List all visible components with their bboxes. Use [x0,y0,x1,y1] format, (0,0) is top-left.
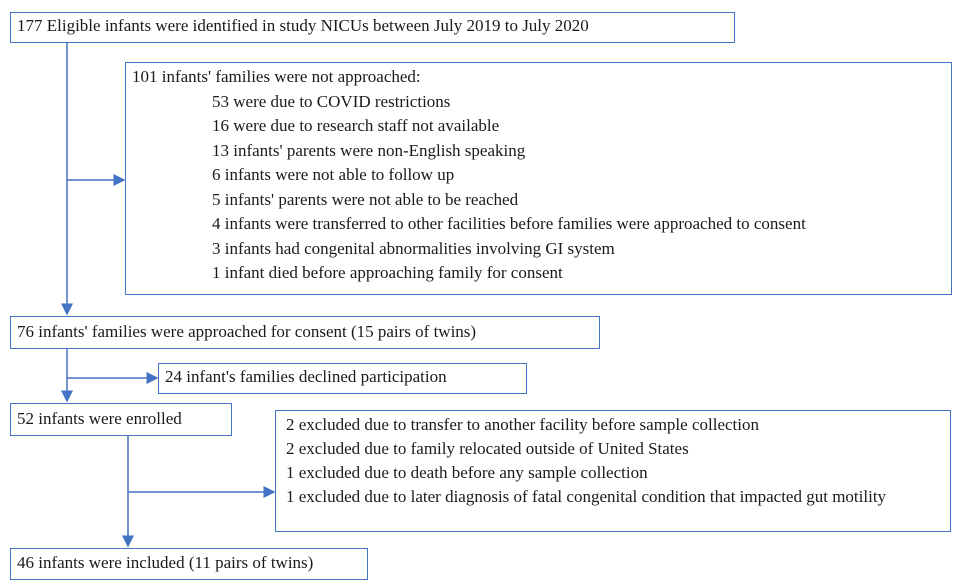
node-label: 101 infants' families were not approache… [132,67,421,86]
list-item: 1 excluded due to death before any sampl… [286,463,648,482]
list-item: 53 were due to COVID restrictions [212,91,451,111]
list-item: 6 infants were not able to follow up [212,165,455,184]
node-box: 101 infants' families were not approache… [125,62,952,295]
list-item: 2 excluded due to family relocated outsi… [286,439,689,458]
node-box: 2 excluded due to transfer to another fa… [275,410,951,532]
node-box: 52 infants were enrolled [10,403,232,436]
node-box: 76 infants' families were approached for… [10,316,600,349]
list-item: 1 infant died before approaching family … [212,263,563,282]
node-box: 46 infants were included (11 pairs of tw… [10,548,368,580]
node-label: 46 infants were included (11 pairs of tw… [17,553,314,572]
list-item: 5 infants' parents were not able to be r… [212,189,519,209]
list-item: 16 were due to research staff not availa… [212,116,500,135]
list-item: 4 infants were transferred to other faci… [212,214,806,233]
node-label: 76 infants' families were approached for… [17,322,477,341]
node-label: 177 Eligible infants were identified in … [17,16,589,35]
node-label: 52 infants were enrolled [17,409,182,428]
list-item: 2 excluded due to transfer to another fa… [286,415,759,434]
node-label: 24 infant's families declined participat… [165,367,447,386]
list-item: 13 infants' parents were non-English spe… [212,140,526,160]
node-box: 24 infant's families declined participat… [158,363,527,394]
node-box: 177 Eligible infants were identified in … [10,12,735,43]
list-item: 3 infants had congenital abnormalities i… [212,238,615,258]
list-item: 1 excluded due to later diagnosis of fat… [286,487,887,506]
